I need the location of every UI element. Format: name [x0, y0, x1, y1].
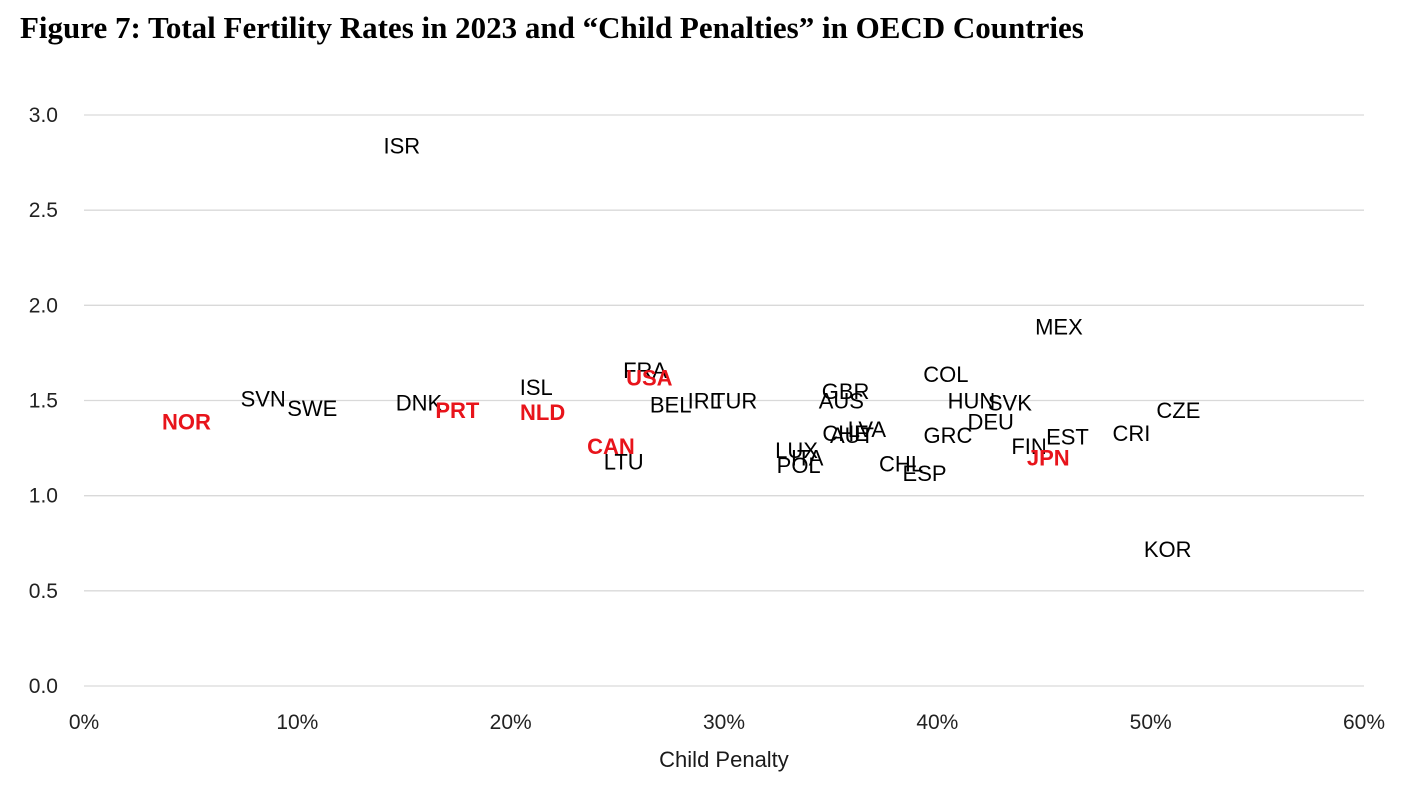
y-tick-label: 0.5: [29, 580, 58, 603]
data-point-fin: FIN: [1011, 434, 1046, 459]
y-tick-label: 1.5: [29, 390, 58, 413]
data-point-usa: USA: [626, 366, 673, 391]
data-point-pol: POL: [777, 453, 821, 478]
data-point-fra: FRA: [623, 358, 667, 383]
y-axis-tick-labels: 0.0 0.5 1.0 1.5 2.0 2.5 3.0: [29, 104, 58, 698]
data-point-deu: DEU: [967, 409, 1013, 434]
gridlines: [84, 114, 1364, 687]
data-point-bel: BEL: [650, 392, 692, 417]
data-point-jpn: JPN: [1027, 446, 1070, 471]
y-tick-label: 3.0: [29, 104, 58, 127]
data-point-cri: CRI: [1113, 421, 1151, 446]
data-point-can: CAN: [587, 434, 635, 459]
x-tick-label: 20%: [490, 711, 532, 734]
x-tick-label: 0%: [69, 711, 99, 734]
x-tick-label: 40%: [916, 711, 958, 734]
figure-title: Figure 7: Total Fertility Rates in 2023 …: [20, 10, 1084, 45]
data-point-irl: IRL: [688, 389, 722, 414]
x-tick-label: 50%: [1130, 711, 1172, 734]
data-point-chl: CHL: [879, 451, 923, 476]
data-point-lux: LUX: [775, 438, 818, 463]
data-point-kor: KOR: [1144, 537, 1192, 562]
data-point-isr: ISR: [384, 133, 421, 158]
y-tick-label: 2.5: [29, 199, 58, 222]
data-point-prt: PRT: [435, 398, 480, 423]
data-point-aut: AUT: [830, 423, 874, 448]
data-point-col: COL: [923, 362, 968, 387]
data-point-aus: AUS: [819, 389, 864, 414]
data-point-grc: GRC: [924, 423, 973, 448]
y-tick-label: 1.0: [29, 485, 58, 508]
x-axis-tick-labels: 0% 10% 20% 30% 40% 50% 60%: [69, 711, 1385, 734]
data-point-ltu: LTU: [604, 449, 644, 474]
data-point-esp: ESP: [903, 461, 947, 486]
data-point-svn: SVN: [241, 387, 286, 412]
x-tick-label: 30%: [703, 711, 745, 734]
data-point-hun: HUN: [948, 389, 996, 414]
data-point-cze: CZE: [1156, 398, 1200, 423]
data-point-swe: SWE: [287, 396, 337, 421]
data-point-dnk: DNK: [396, 390, 443, 415]
data-point-gbr: GBR: [822, 379, 870, 404]
data-point-isl: ISL: [520, 375, 553, 400]
data-point-lva: LVA: [848, 417, 887, 442]
data-point-che: CHE: [822, 421, 868, 446]
y-tick-label: 2.0: [29, 294, 58, 317]
y-tick-label: 0.0: [29, 675, 58, 698]
data-point-tur: TUR: [712, 389, 757, 414]
x-axis-title: Child Penalty: [659, 747, 789, 772]
data-point-mex: MEX: [1035, 314, 1083, 339]
data-point-nld: NLD: [520, 400, 565, 425]
data-point-est: EST: [1046, 425, 1089, 450]
x-tick-label: 10%: [276, 711, 318, 734]
x-tick-label: 60%: [1343, 711, 1385, 734]
data-point-svk: SVK: [988, 390, 1032, 415]
data-point-nor: NOR: [162, 409, 211, 434]
data-point-ita: ITA: [791, 446, 824, 471]
